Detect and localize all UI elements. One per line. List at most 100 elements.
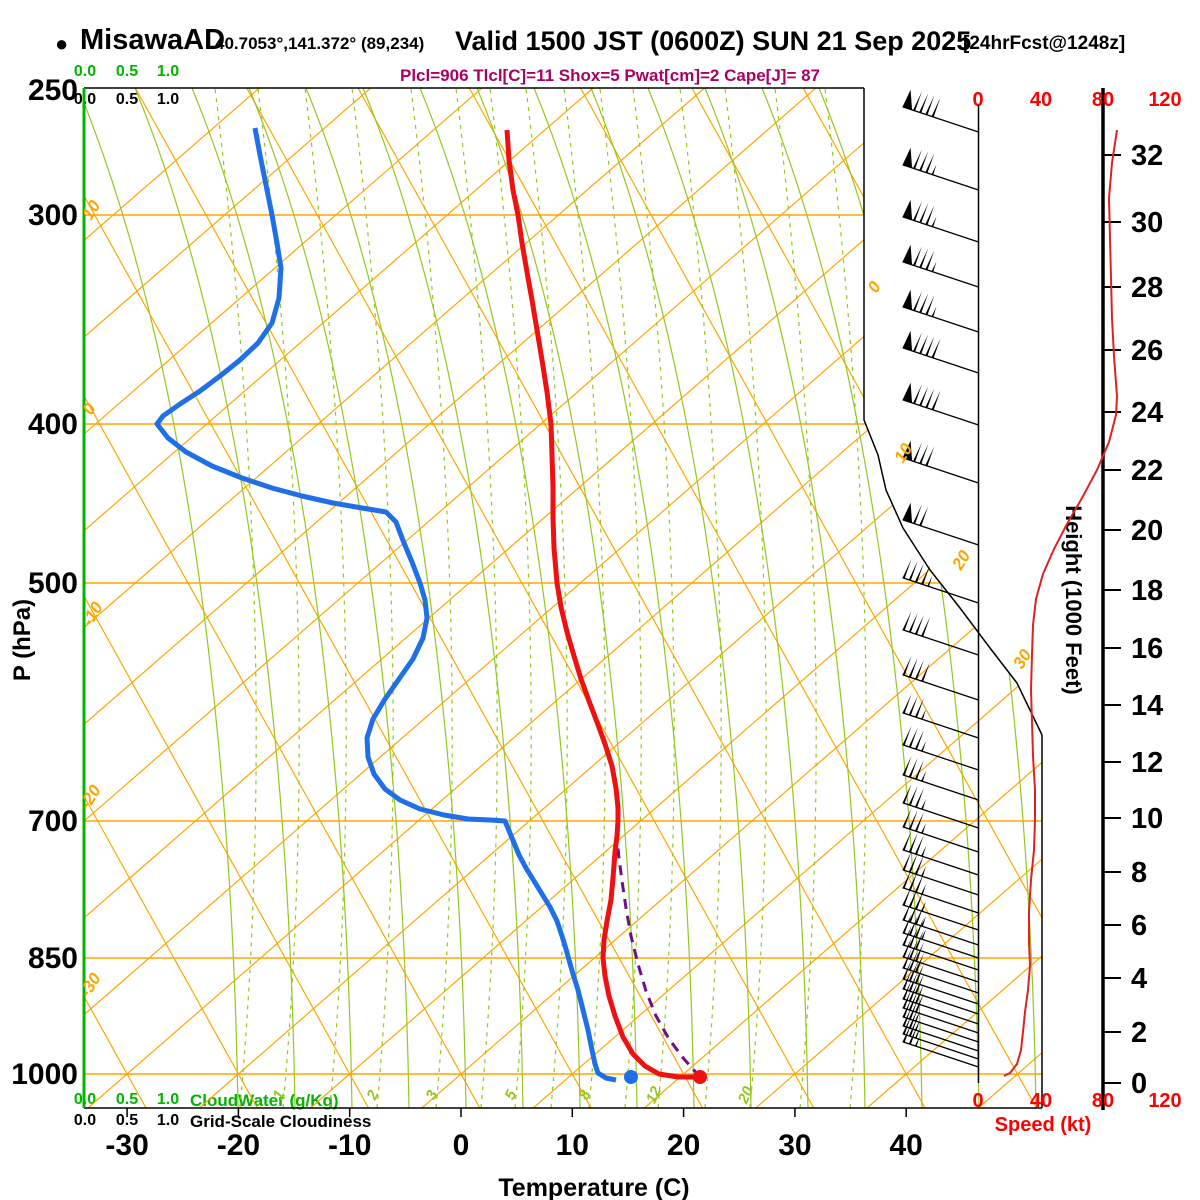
isotherm-line <box>84 88 594 1108</box>
speed-tick-label-top: 40 <box>1030 89 1052 111</box>
wind-barb <box>902 755 979 801</box>
wind-barb <box>902 89 979 133</box>
dry-adiabat-line <box>580 88 1042 1108</box>
cloudiness-top-value: 0.5 <box>115 91 139 108</box>
dry-adiabat-line <box>468 88 1037 1108</box>
wind-barb <box>902 289 979 333</box>
isotherm-line <box>198 88 1042 1108</box>
moist-adiabat-line <box>818 88 980 1108</box>
wind-barb <box>902 440 979 484</box>
dry-adiabat-line <box>357 88 926 1108</box>
cloudiness-bottom-value: 0.5 <box>115 1112 139 1129</box>
wind-barb <box>902 868 979 914</box>
plot-frame <box>82 87 1043 1109</box>
temp-tick-label: 40 <box>890 1129 923 1162</box>
height-tick-label: 28 <box>1131 272 1163 304</box>
mixing-ratio-line <box>351 88 394 1108</box>
mixing-ratio-label: 20 <box>734 1083 757 1107</box>
cloudwater-bottom-value: 1.0 <box>156 1091 180 1108</box>
mixing-ratio-line <box>599 88 642 1108</box>
moist-adiabat-line <box>647 88 809 1108</box>
sounding-curves <box>154 127 707 1084</box>
adiabat-label-left: -10 <box>78 598 107 629</box>
temp-tick-label: -30 <box>105 1129 148 1162</box>
temp-tick-label: -10 <box>328 1129 371 1162</box>
cloudiness-bottom-label: Grid-Scale Cloudiness <box>190 1112 372 1131</box>
mixing-ratio-label: 2 <box>363 1087 383 1103</box>
speed-tick-label-bottom: 0 <box>972 1090 983 1112</box>
height-tick-label: 0 <box>1131 1068 1147 1100</box>
mixing-ratio-label: 8 <box>575 1087 594 1102</box>
parcel-path-curve <box>615 839 702 1078</box>
wind-barb <box>902 725 979 771</box>
wind-barb <box>902 1014 979 1060</box>
adiabat-label-left: -30 <box>76 969 105 1000</box>
dry-adiabat-line <box>84 88 592 1108</box>
height-tick-label: 8 <box>1131 857 1147 889</box>
wind-barb <box>902 913 979 959</box>
wind-barb <box>902 969 979 1015</box>
frame-diagonal <box>863 419 1043 736</box>
isotherm-line <box>755 88 1042 1108</box>
dry-adiabat-line <box>246 88 815 1108</box>
moist-adiabat-line <box>533 88 695 1108</box>
speed-tick-label-top: 80 <box>1092 89 1114 111</box>
height-tick-label: 20 <box>1131 515 1163 547</box>
mixing-ratio-line <box>455 88 498 1108</box>
height-tick-label: 12 <box>1131 747 1163 779</box>
wind-barb <box>902 655 979 701</box>
forecast-tag: [24hrFcst@1248z] <box>963 33 1126 54</box>
wind-barb <box>902 959 979 1005</box>
mixing-ratio-line <box>304 88 347 1108</box>
cloudiness-bottom-value: 1.0 <box>156 1112 180 1129</box>
height-tick-label: 4 <box>1131 963 1147 995</box>
temperature-curve <box>504 129 700 1080</box>
adiabat-label-left: -20 <box>76 781 105 812</box>
mixing-ratio-line <box>410 88 453 1108</box>
temp-tick-label: 20 <box>667 1129 700 1162</box>
speed-tick-label-bottom: 120 <box>1148 1090 1181 1112</box>
pressure-tick-label: 300 <box>28 199 78 232</box>
height-tick-label: 6 <box>1131 910 1147 942</box>
cloudwater-bottom-label: CloudWater (g/Kg) <box>190 1091 339 1110</box>
adiabat-label-left: 10 <box>78 197 104 224</box>
temp-tick-label: 10 <box>556 1129 589 1162</box>
pressure-tick-label: 400 <box>28 408 78 441</box>
isotherm-line <box>84 88 817 1108</box>
mixing-ratio-line <box>632 88 675 1108</box>
height-tick-label: 32 <box>1131 140 1163 172</box>
dewpoint-curve <box>154 127 617 1083</box>
temp-tick-label: -20 <box>217 1129 260 1162</box>
isotherm-line <box>84 88 1039 1108</box>
speed-tick-label-top: 0 <box>972 89 983 111</box>
wind-barb <box>902 937 979 983</box>
moist-adiabat-line <box>248 88 410 1108</box>
isotherm-line <box>84 88 705 1108</box>
wind-barb <box>902 900 979 946</box>
cloudwater-bottom-value: 0.5 <box>115 1091 139 1108</box>
adiabat-label-right: 10 <box>890 440 916 467</box>
station-name: MisawaAD <box>80 24 226 56</box>
pressure-tick-label: 850 <box>28 942 78 975</box>
moist-adiabat-line <box>84 88 239 1108</box>
wind-speed-profile-curve <box>1003 129 1119 1077</box>
wind-barb <box>902 693 979 739</box>
valid-time: Valid 1500 JST (0600Z) SUN 21 Sep 2025 <box>455 26 972 56</box>
wind-barb <box>902 199 979 243</box>
wind-barb <box>902 807 979 853</box>
isotherm-line <box>644 88 1042 1108</box>
speed-axis-title: Speed (kt) <box>995 1114 1092 1136</box>
cloudwater-top-value: 0.5 <box>115 63 139 80</box>
wind-barb <box>902 988 979 1034</box>
moist-adiabat-line <box>590 88 752 1108</box>
wind-barb <box>902 783 979 829</box>
mixing-ratio-line <box>824 88 867 1108</box>
temp-axis-title: Temperature (C) <box>498 1174 689 1200</box>
height-tick-label: 24 <box>1131 397 1163 429</box>
pressure-axis-title: P (hPa) <box>9 599 36 681</box>
mixing-ratio-label: 12 <box>643 1083 666 1106</box>
moist-adiabat-line <box>305 88 467 1108</box>
height-tick-label: 14 <box>1131 690 1163 722</box>
